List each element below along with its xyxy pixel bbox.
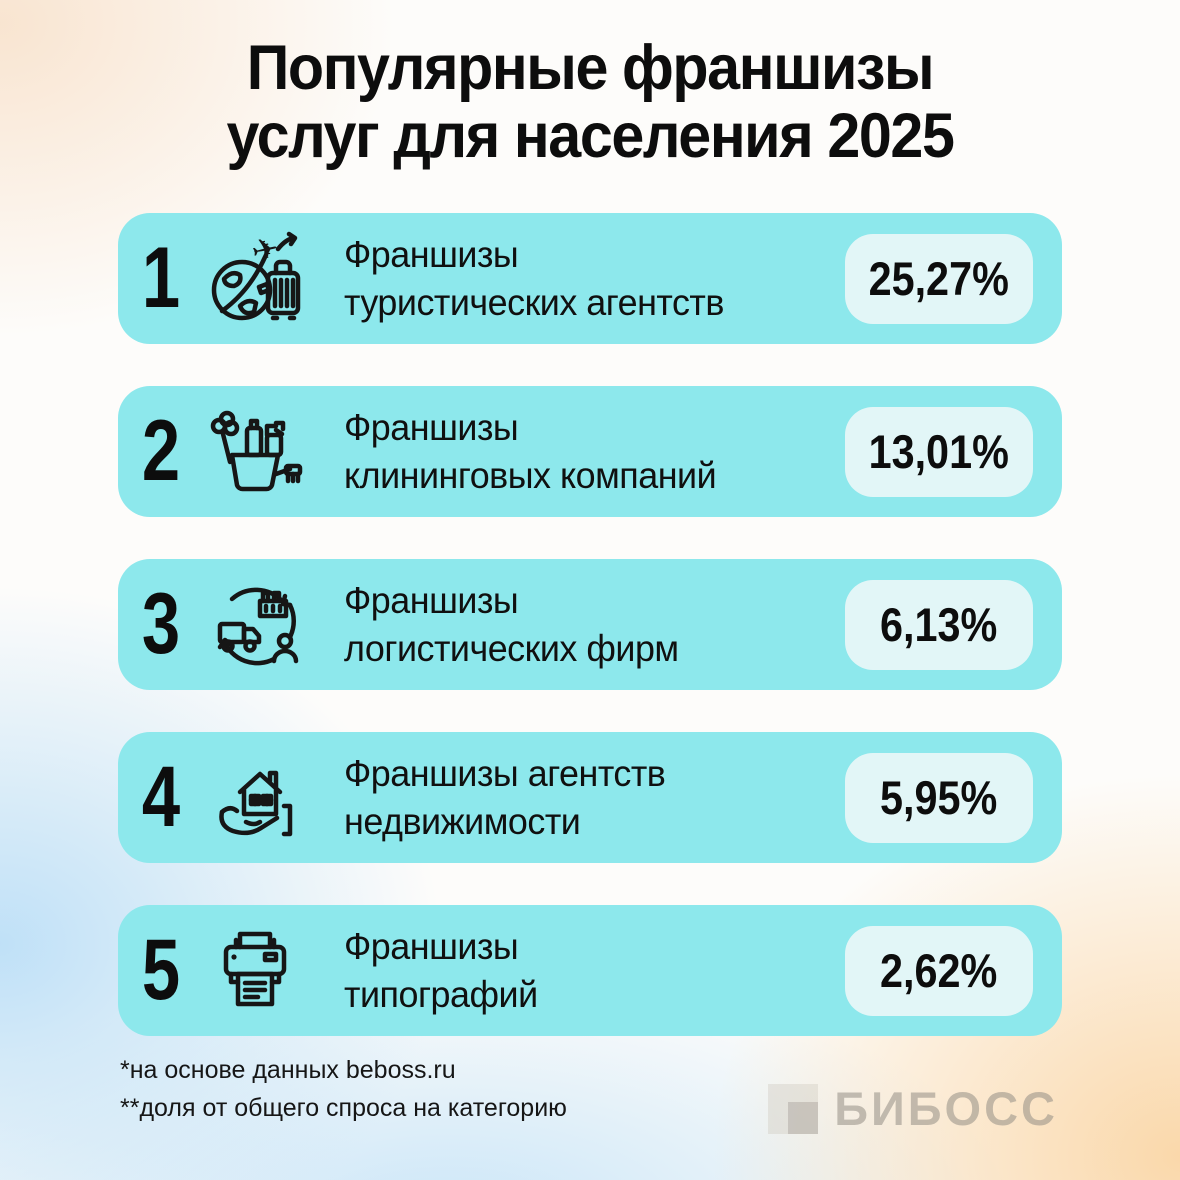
value-badge: 25,27% [845, 233, 1033, 324]
category-label-line2: логистических фирм [344, 627, 679, 669]
rank-number: 1 [141, 230, 181, 326]
value-badge: 2,62% [845, 925, 1033, 1016]
category-label-line1: Франшизы [344, 233, 519, 275]
footnotes: *на основе данных beboss.ru **доля от об… [120, 1052, 567, 1126]
travel-agency-icon: ✈ [204, 227, 308, 331]
value-badge: 13,01% [845, 406, 1033, 497]
rank-row-5: 5 Франшизы типографий [118, 905, 1062, 1036]
category-label-line1: Франшизы [344, 406, 519, 448]
rank-row-2: 2 [118, 386, 1062, 517]
rank-row-1: 1 ✈ [118, 213, 1062, 344]
category-label-line1: Франшизы [344, 579, 519, 621]
value-badge: 5,95% [845, 752, 1033, 843]
value-badge: 6,13% [845, 579, 1033, 670]
value-text: 6,13% [880, 598, 998, 651]
category-label: Франшизы туристических агентств [344, 231, 818, 327]
page-title-line2: услуг для населения 2025 [226, 101, 955, 171]
footnote-source: *на основе данных beboss.ru [120, 1056, 456, 1084]
rank-row-3: 3 [118, 559, 1062, 690]
category-label: Франшизы логистических фирм [344, 577, 818, 673]
biboss-watermark: БИБОСС [768, 1081, 1058, 1136]
rank-number: 4 [141, 749, 181, 845]
logistics-icon [204, 573, 308, 677]
category-label: Франшизы типографий [344, 923, 818, 1019]
real-estate-icon [204, 746, 308, 850]
rank-number: 3 [141, 576, 181, 672]
ranking-list: 1 ✈ [118, 213, 1062, 1078]
category-label-line2: клининговых компаний [344, 454, 717, 496]
rank-row-4: 4 Франшизы [118, 732, 1062, 863]
value-text: 13,01% [868, 425, 1010, 478]
value-text: 25,27% [868, 252, 1010, 305]
category-label-line2: туристических агентств [344, 281, 724, 323]
footnote-share: **доля от общего спроса на категорию [120, 1094, 567, 1122]
category-label-line2: типографий [344, 973, 538, 1015]
category-label: Франшизы клининговых компаний [344, 404, 818, 500]
category-label-line2: недвижимости [344, 800, 581, 842]
rank-number: 2 [141, 403, 181, 499]
category-label-line1: Франшизы агентств [344, 752, 666, 794]
value-text: 2,62% [880, 944, 998, 997]
page-title-line1: Популярные франшизы [246, 33, 935, 103]
printing-icon [204, 919, 308, 1023]
category-label: Франшизы агентств недвижимости [344, 750, 818, 846]
value-text: 5,95% [880, 771, 998, 824]
page-title: Популярные франшизы услуг для населения … [35, 34, 1144, 170]
biboss-logo-icon [768, 1083, 819, 1134]
category-label-line1: Франшизы [344, 925, 519, 967]
cleaning-icon [204, 400, 308, 504]
biboss-logo-text: БИБОСС [834, 1082, 1058, 1135]
rank-number: 5 [141, 922, 181, 1018]
